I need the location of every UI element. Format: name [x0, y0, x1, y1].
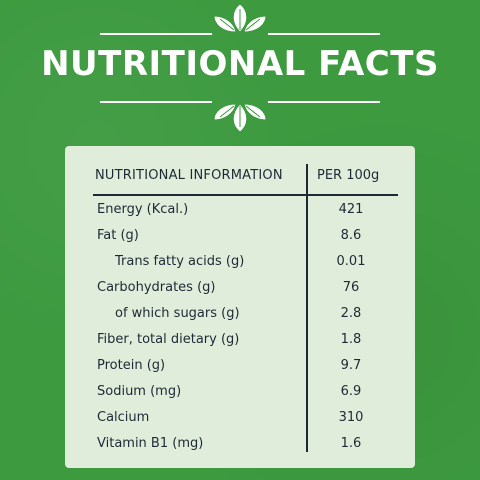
- table-row: Carbohydrates (g) 76: [65, 280, 415, 304]
- row-label: Fiber, total dietary (g): [97, 332, 240, 347]
- row-label: Energy (Kcal.): [97, 202, 189, 217]
- row-label: Sodium (mg): [97, 384, 182, 399]
- leaf-ornament-bottom-icon: [100, 101, 380, 132]
- table-row: Energy (Kcal.) 421: [65, 202, 415, 226]
- row-label: of which sugars (g): [115, 306, 240, 321]
- row-label: Calcium: [97, 410, 150, 425]
- column-divider: [306, 164, 308, 452]
- row-value: 1.8: [340, 332, 362, 347]
- table-row: Protein (g) 9.7: [65, 358, 415, 382]
- nutrition-card: NUTRITIONAL INFORMATION PER 100g Energy …: [65, 146, 415, 468]
- table-row: Trans fatty acids (g) 0.01: [65, 254, 415, 278]
- table-row: Fat (g) 8.6: [65, 228, 415, 252]
- row-value: 8.6: [340, 228, 362, 243]
- table-row: Calcium 310: [65, 410, 415, 434]
- row-label: Vitamin B1 (mg): [97, 436, 204, 451]
- row-label: Fat (g): [97, 228, 139, 243]
- row-value: 421: [338, 202, 364, 217]
- table-row: of which sugars (g) 2.8: [65, 306, 415, 330]
- row-label: Trans fatty acids (g): [115, 254, 245, 269]
- nutrition-table: NUTRITIONAL INFORMATION PER 100g Energy …: [65, 146, 415, 468]
- row-label: Carbohydrates (g): [97, 280, 216, 295]
- page-title: NUTRITIONAL FACTS: [41, 44, 439, 84]
- row-value: 0.01: [336, 254, 366, 269]
- header-per-100g: PER 100g: [317, 168, 380, 183]
- row-value: 6.9: [340, 384, 362, 399]
- table-row: Fiber, total dietary (g) 1.8: [65, 332, 415, 356]
- header-divider: [93, 194, 398, 196]
- table-row: Vitamin B1 (mg) 1.6: [65, 436, 415, 460]
- row-value: 310: [338, 410, 364, 425]
- row-label: Protein (g): [97, 358, 166, 373]
- row-value: 76: [342, 280, 360, 295]
- table-row: Sodium (mg) 6.9: [65, 384, 415, 408]
- header-nutritional-information: NUTRITIONAL INFORMATION: [95, 168, 283, 183]
- leaf-ornament-top-icon: [100, 3, 380, 35]
- row-value: 1.6: [340, 436, 362, 451]
- row-value: 2.8: [340, 306, 362, 321]
- row-value: 9.7: [340, 358, 362, 373]
